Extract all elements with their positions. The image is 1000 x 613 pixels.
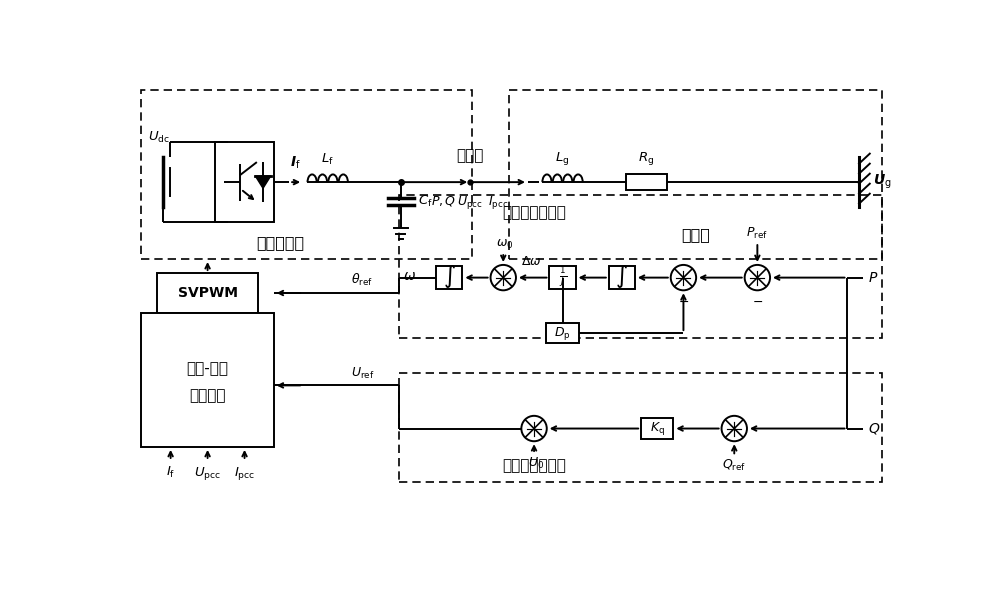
Text: $\theta_{\mathrm{ref}}$: $\theta_{\mathrm{ref}}$ [351,272,373,288]
Bar [509,89,882,259]
Text: $U_{\mathrm{pcc}}$: $U_{\mathrm{pcc}}$ [194,465,221,482]
Bar [641,418,673,439]
Text: $U_{\mathrm{pcc}}$: $U_{\mathrm{pcc}}$ [457,194,483,211]
Text: SVPWM: SVPWM [178,286,238,300]
Text: $C_{\mathrm{f}}$: $C_{\mathrm{f}}$ [418,194,433,209]
Bar [609,266,635,289]
Text: $\int$: $\int$ [615,264,628,291]
Text: $U_{\mathrm{dc}}$: $U_{\mathrm{dc}}$ [148,130,170,145]
Text: $P$: $P$ [868,270,879,284]
Text: $\boldsymbol{U}_{\mathrm{g}}$: $\boldsymbol{U}_{\mathrm{g}}$ [873,173,892,191]
Bar [141,89,472,259]
Text: $-$: $-$ [752,295,763,308]
Text: $I_{\mathrm{pcc}}$: $I_{\mathrm{pcc}}$ [488,194,509,211]
Bar [141,313,274,447]
Text: $\Delta\omega$: $\Delta\omega$ [521,256,541,268]
Text: 电压-电流: 电压-电流 [187,361,229,376]
Bar [399,373,882,482]
Text: $-$: $-$ [678,295,689,308]
Bar [546,322,579,343]
Text: $U_0$: $U_0$ [528,455,544,471]
Text: $\omega$: $\omega$ [403,269,416,283]
Text: 控制内环: 控制内环 [189,388,226,403]
Bar [549,266,576,289]
Text: 有功功率控制器: 有功功率控制器 [502,205,566,219]
Text: $I_{\mathrm{pcc}}$: $I_{\mathrm{pcc}}$ [234,465,255,482]
Text: $\int$: $\int$ [443,264,456,291]
Polygon shape [255,176,271,188]
Text: $I_{\mathrm{f}}$: $I_{\mathrm{f}}$ [166,465,175,480]
Text: $P_{\mathrm{ref}}$: $P_{\mathrm{ref}}$ [746,226,768,241]
Text: $Q_{\mathrm{ref}}$: $Q_{\mathrm{ref}}$ [722,458,746,473]
Text: $L_{\mathrm{g}}$: $L_{\mathrm{g}}$ [555,151,570,167]
Bar [436,266,462,289]
Text: 并网逆变器: 并网逆变器 [256,235,304,249]
Text: $U_{\mathrm{ref}}$: $U_{\mathrm{ref}}$ [351,366,374,381]
Text: $Q$: $Q$ [868,421,881,436]
Bar [215,142,274,222]
Bar [399,195,882,338]
Text: $L_{\mathrm{f}}$: $L_{\mathrm{f}}$ [321,153,334,167]
Text: $K_{\mathrm{q}}$: $K_{\mathrm{q}}$ [650,420,665,437]
Text: $P,Q$: $P,Q$ [431,194,456,208]
Text: $D_{\mathrm{p}}$: $D_{\mathrm{p}}$ [554,324,571,341]
Text: $\boldsymbol{I}_{\mathrm{f}}$: $\boldsymbol{I}_{\mathrm{f}}$ [290,154,301,170]
Text: 电网侧: 电网侧 [681,227,710,242]
Text: $R_{\mathrm{g}}$: $R_{\mathrm{g}}$ [638,151,655,167]
Text: 并网点: 并网点 [456,148,484,163]
Bar [157,273,258,313]
Text: $\omega_0$: $\omega_0$ [496,238,514,251]
Text: 无功功率控制器: 无功功率控制器 [502,458,566,473]
Bar [626,175,666,190]
Text: $\frac{1}{J}$: $\frac{1}{J}$ [559,265,567,289]
